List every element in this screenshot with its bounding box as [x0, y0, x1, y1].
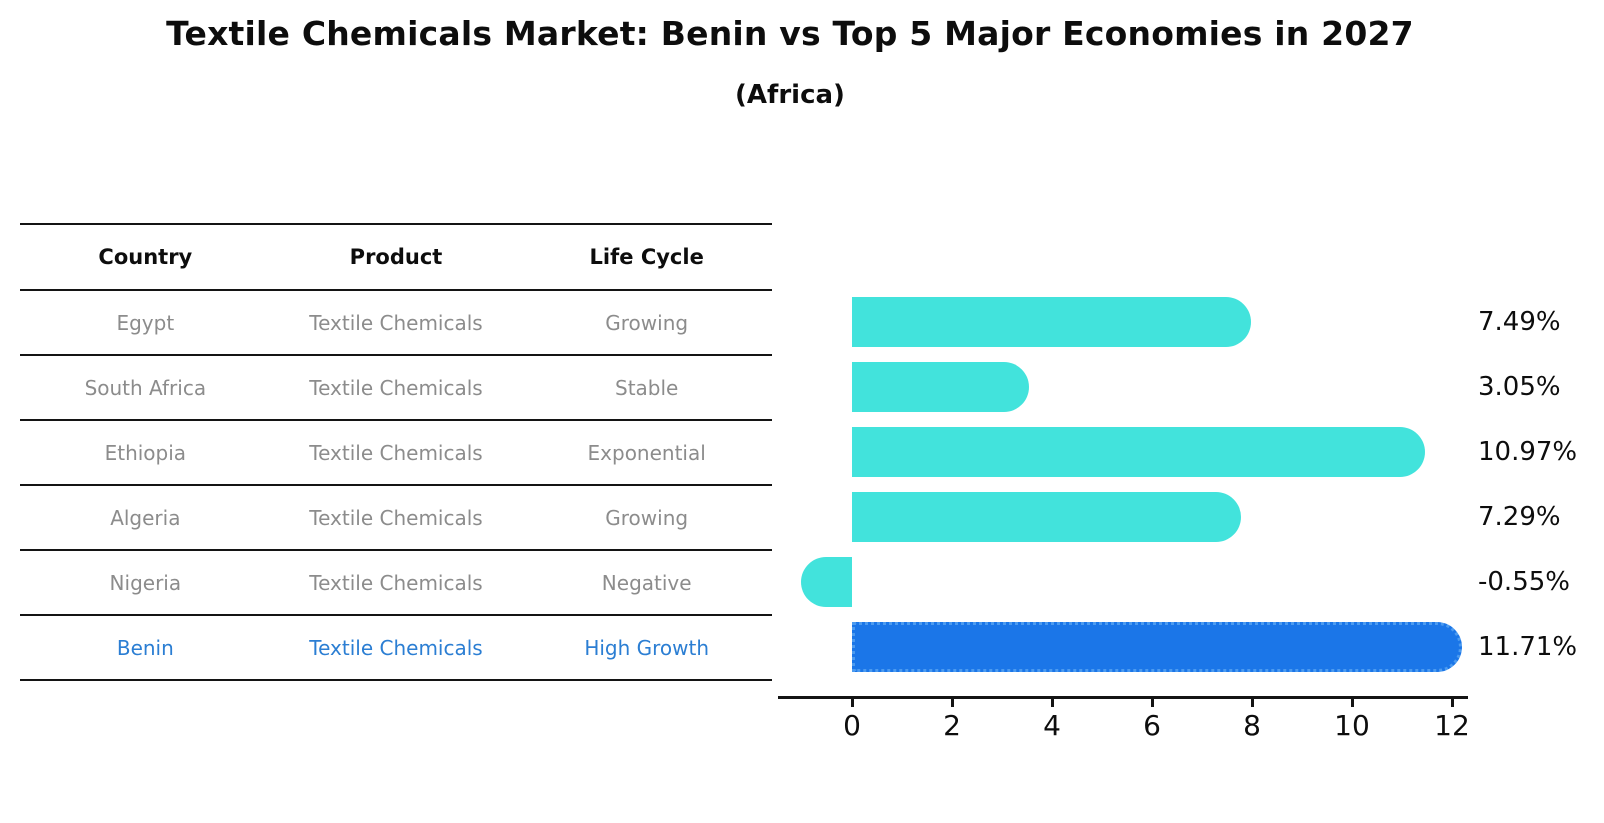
value-label-ethiopia: 10.97% [1478, 437, 1578, 467]
chart-subtitle: (Africa) [735, 80, 845, 110]
cell-product: Textile Chemicals [309, 310, 483, 335]
cell-product: Textile Chemicals [309, 440, 483, 465]
cell-product: Textile Chemicals [309, 635, 483, 660]
x-tick-mark [1051, 698, 1054, 707]
bar-benin [852, 622, 1462, 672]
table-row-egypt: Egypt Textile Chemicals Growing [20, 291, 772, 356]
x-tick-label: 12 [1434, 709, 1470, 742]
x-tick-mark [1251, 698, 1254, 707]
cell-product: Textile Chemicals [309, 570, 483, 595]
table-row-nigeria: Nigeria Textile Chemicals Negative [20, 551, 772, 616]
bar-nigeria [800, 557, 852, 607]
bar-ethiopia [852, 427, 1425, 477]
table-header-row: Country Product Life Cycle [20, 225, 772, 291]
x-tick-mark [1351, 698, 1354, 707]
country-table: Country Product Life Cycle Egypt Textile Che… [20, 223, 772, 681]
value-label-egypt: 7.49% [1478, 307, 1561, 337]
value-label-algeria: 7.29% [1478, 502, 1561, 532]
x-tick-mark [951, 698, 954, 707]
cell-country: Egypt [116, 310, 175, 335]
x-tick-mark [851, 698, 854, 707]
cell-life_cycle: Exponential [587, 440, 706, 465]
table-row-south-africa: South Africa Textile Chemicals Stable [20, 356, 772, 421]
x-tick-mark [1451, 698, 1454, 707]
cell-country: South Africa [84, 375, 207, 400]
bar-algeria [852, 492, 1241, 542]
x-axis-line [778, 696, 1468, 699]
cell-country: Nigeria [109, 570, 182, 595]
cell-life_cycle: High Growth [584, 635, 710, 660]
bar-egypt [852, 297, 1251, 347]
x-tick-label: 0 [843, 709, 861, 742]
cell-country: Ethiopia [104, 440, 187, 465]
cell-life_cycle: Growing [605, 505, 689, 530]
cell-product: Textile Chemicals [309, 375, 483, 400]
column-header-product: Product [349, 245, 443, 269]
value-label-benin: 11.71% [1478, 632, 1578, 662]
x-tick-label: 8 [1243, 709, 1261, 742]
x-tick-label: 4 [1043, 709, 1061, 742]
x-tick-label: 2 [943, 709, 961, 742]
column-header-life_cycle: Life Cycle [589, 245, 704, 269]
cell-life_cycle: Growing [605, 310, 689, 335]
x-tick-label: 6 [1143, 709, 1161, 742]
cell-country: Algeria [110, 505, 181, 530]
value-label-south-africa: 3.05% [1478, 372, 1561, 402]
x-tick-label: 10 [1334, 709, 1370, 742]
column-header-country: Country [98, 245, 193, 269]
cell-life_cycle: Negative [601, 570, 692, 595]
table-row-ethiopia: Ethiopia Textile Chemicals Exponential [20, 421, 772, 486]
table-row-algeria: Algeria Textile Chemicals Growing [20, 486, 772, 551]
cell-life_cycle: Stable [615, 375, 679, 400]
cell-product: Textile Chemicals [309, 505, 483, 530]
bar-south-africa [852, 362, 1029, 412]
table-row-benin: Benin Textile Chemicals High Growth [20, 616, 772, 681]
cell-country: Benin [116, 635, 174, 660]
x-tick-mark [1151, 698, 1154, 707]
value-label-nigeria: -0.55% [1478, 567, 1570, 597]
chart-title: Textile Chemicals Market: Benin vs Top 5… [166, 14, 1414, 53]
